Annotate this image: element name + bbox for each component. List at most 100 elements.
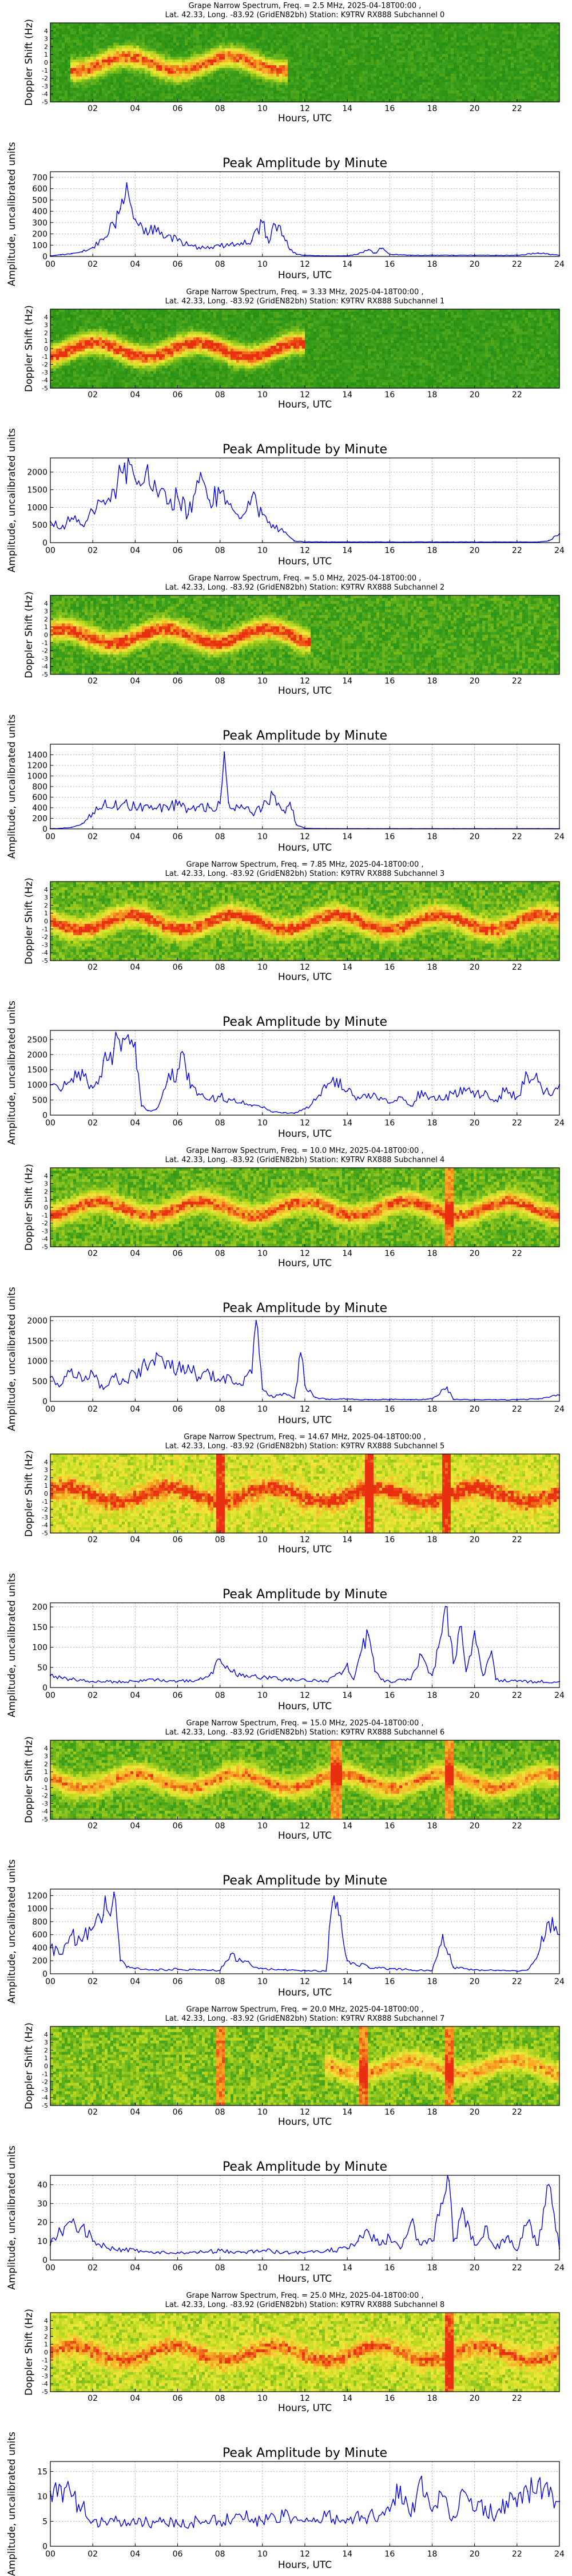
heatmap-cell xyxy=(411,60,414,63)
heatmap-cell xyxy=(313,71,317,74)
heatmap-cell xyxy=(245,85,248,88)
heatmap-cell xyxy=(236,34,240,38)
heatmap-cell xyxy=(339,51,343,54)
heatmap-cell xyxy=(168,88,171,91)
heatmap-cell xyxy=(128,96,131,100)
heatmap-cell xyxy=(396,23,400,26)
heatmap-cell xyxy=(348,71,351,74)
heatmap-cell xyxy=(99,40,102,44)
heatmap-cell xyxy=(53,88,57,91)
heatmap-cell xyxy=(262,74,265,77)
heatmap-cell xyxy=(130,34,134,38)
heatmap-cell xyxy=(419,37,423,41)
heatmap-cell xyxy=(73,77,77,80)
heatmap-cell xyxy=(182,62,185,66)
heatmap-cell xyxy=(336,90,340,94)
heatmap-cell xyxy=(159,82,162,86)
heatmap-cell xyxy=(88,60,91,63)
heatmap-cell xyxy=(182,37,185,41)
heatmap-cell xyxy=(348,93,351,97)
heatmap-cell xyxy=(145,60,148,63)
heatmap-cell xyxy=(153,77,157,80)
heatmap-cell xyxy=(233,51,237,54)
heatmap-cell xyxy=(419,34,423,38)
heatmap-cell xyxy=(342,40,345,44)
heatmap-cell xyxy=(288,71,291,74)
heatmap-cell xyxy=(374,60,377,63)
heatmap-cell xyxy=(239,62,243,66)
heatmap-cell xyxy=(213,96,217,100)
heatmap-cell xyxy=(351,88,354,91)
heatmap-cell xyxy=(311,80,314,83)
heatmap-cell xyxy=(50,88,54,91)
heatmap-cell xyxy=(414,34,417,38)
heatmap-cell xyxy=(150,60,154,63)
heatmap-cell xyxy=(399,31,403,35)
heatmap-cell xyxy=(253,62,257,66)
heatmap-cell xyxy=(245,51,248,54)
heatmap-cell xyxy=(434,48,437,52)
heatmap-cell xyxy=(79,85,82,88)
heatmap-cell xyxy=(110,43,114,46)
heatmap-cell xyxy=(316,34,320,38)
heatmap-cell xyxy=(305,23,308,26)
heatmap-cell xyxy=(168,74,171,77)
heatmap-cell xyxy=(371,77,374,80)
heatmap-cell xyxy=(185,23,188,26)
heatmap-cell xyxy=(73,93,77,97)
heatmap-cell xyxy=(425,40,428,44)
heatmap-cell xyxy=(133,31,137,35)
heatmap-cell xyxy=(416,68,420,72)
heatmap-cell xyxy=(371,31,374,35)
heatmap-cell xyxy=(236,54,240,57)
heatmap-cell xyxy=(59,77,62,80)
heatmap-cell xyxy=(153,31,157,35)
heatmap-cell xyxy=(313,51,317,54)
heatmap-cell xyxy=(231,48,234,52)
heatmap-cell xyxy=(428,96,431,100)
heatmap-cell xyxy=(168,68,171,72)
heatmap-cell xyxy=(96,82,100,86)
heatmap-cell xyxy=(388,48,391,52)
heatmap-cell xyxy=(139,62,142,66)
heatmap-cell xyxy=(231,40,234,44)
heatmap-cell xyxy=(76,51,80,54)
heatmap-cell xyxy=(322,74,325,77)
heatmap-cell xyxy=(165,45,168,49)
heatmap-cell xyxy=(416,31,420,35)
heatmap-cell xyxy=(130,48,134,52)
heatmap-cell xyxy=(82,57,85,60)
heatmap-cell xyxy=(228,65,231,69)
heatmap-cell xyxy=(79,26,82,29)
heatmap-cell xyxy=(228,71,231,74)
heatmap-cell xyxy=(268,40,271,44)
heatmap-cell xyxy=(299,34,303,38)
heatmap-cell xyxy=(316,60,320,63)
heatmap-cell xyxy=(422,43,426,46)
heatmap-cell xyxy=(125,71,128,74)
heatmap-cell xyxy=(428,34,431,38)
heatmap-cell xyxy=(279,93,283,97)
heatmap-cell xyxy=(285,62,288,66)
heatmap-cell xyxy=(88,85,91,88)
heatmap-cell xyxy=(231,34,234,38)
heatmap-cell xyxy=(348,65,351,69)
heatmap-cell xyxy=(276,48,280,52)
heatmap-cell xyxy=(85,93,88,97)
heatmap-cell xyxy=(145,57,148,60)
heatmap-cell xyxy=(122,26,125,29)
heatmap-cell xyxy=(422,31,426,35)
heatmap-cell xyxy=(422,34,426,38)
heatmap-cell xyxy=(50,45,54,49)
heatmap-cell xyxy=(293,77,297,80)
heatmap-cell xyxy=(396,68,400,72)
heatmap-cell xyxy=(305,43,308,46)
heatmap-cell xyxy=(170,77,174,80)
heatmap-cell xyxy=(173,29,177,32)
heatmap-cell xyxy=(285,57,288,60)
heatmap-cell xyxy=(388,74,391,77)
heatmap-cell xyxy=(79,96,82,100)
heatmap-cell xyxy=(362,51,366,54)
heatmap-cell xyxy=(322,62,325,66)
heatmap-cell xyxy=(302,80,305,83)
